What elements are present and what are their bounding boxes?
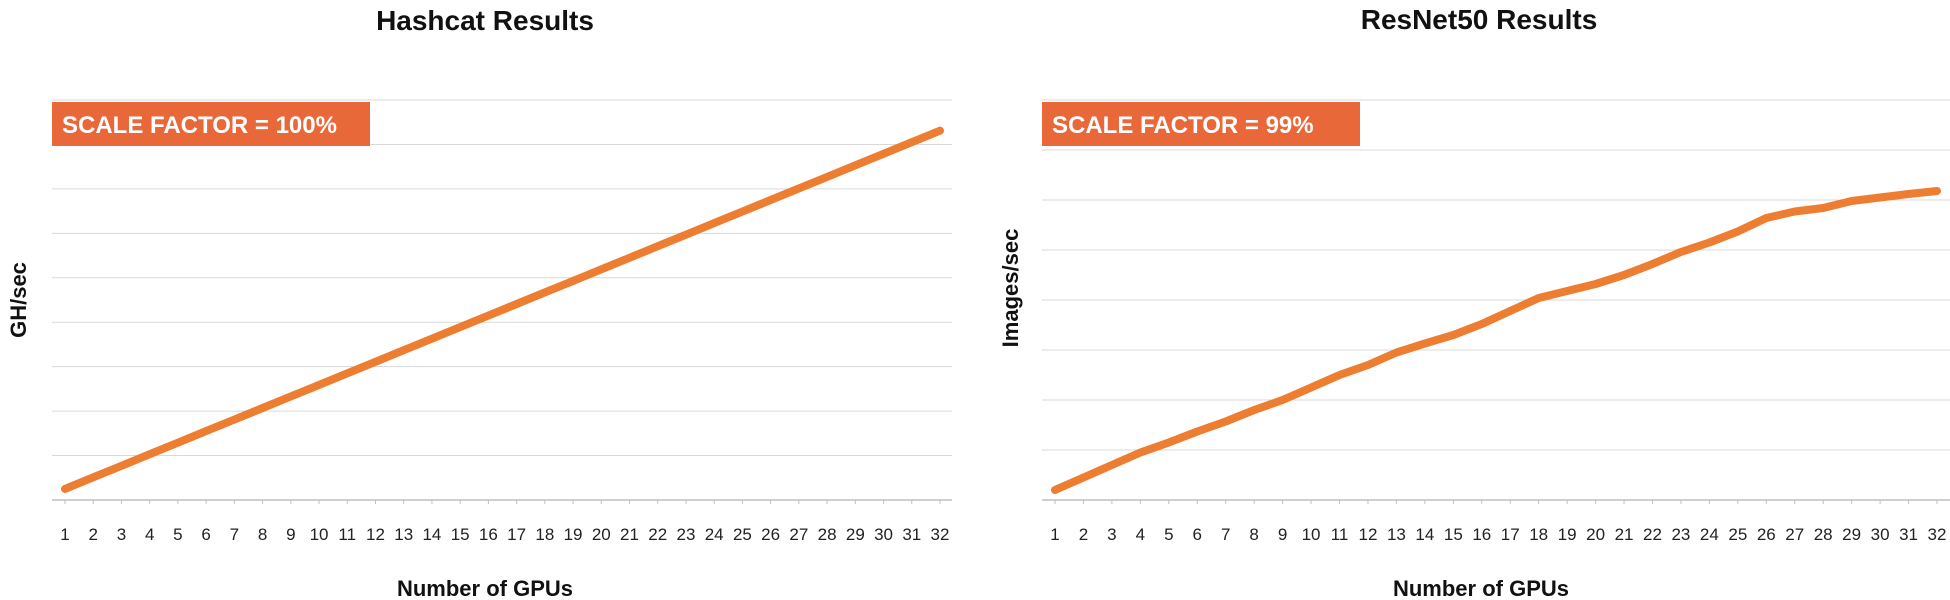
x-tick-label: 29 (846, 525, 865, 544)
x-tick-label: 9 (286, 525, 295, 544)
scale-factor-annotation: SCALE FACTOR = 99% (1052, 112, 1314, 139)
x-tick-label: 11 (1331, 525, 1349, 544)
x-tick-label: 26 (1757, 525, 1776, 544)
x-tick-label: 14 (422, 525, 441, 544)
scale-factor-annotation: SCALE FACTOR = 100% (62, 112, 337, 139)
x-tick-label: 16 (479, 525, 498, 544)
x-tick-label: 12 (366, 525, 385, 544)
x-tick-label: 25 (1728, 525, 1747, 544)
x-tick-labels: 1 2 3 4 5 6 7 8 9 10 11 12 13 14 15 16 17 18 19 20 21 22 23 24 2… (60, 500, 949, 544)
x-tick-label: 9 (1278, 525, 1287, 544)
x-tick-label: 26 (761, 525, 780, 544)
x-tick-label: 22 (1643, 525, 1662, 544)
gridlines (1042, 99, 1950, 501)
scale-factor-badge-background (1042, 102, 1360, 146)
x-tick-label: 1 (1050, 525, 1059, 544)
series (61, 126, 944, 493)
chart-title: ResNet50 Results (1361, 4, 1598, 35)
x-tick-label: 6 (1193, 525, 1202, 544)
x-tick-label: 13 (394, 525, 413, 544)
x-tick-label: 10 (1302, 525, 1321, 544)
x-tick-label: 30 (874, 525, 893, 544)
x-tick-label: 12 (1359, 525, 1378, 544)
x-tick-label: 7 (1221, 525, 1230, 544)
x-tick-label: 23 (677, 525, 696, 544)
scale-factor-badge: SCALE FACTOR = 99% (1042, 102, 1360, 146)
x-tick-label: 17 (1501, 525, 1520, 544)
x-tick-label: 6 (201, 525, 210, 544)
series-line (1051, 187, 1941, 494)
x-tick-label: 4 (1136, 525, 1145, 544)
x-tick-label: 10 (310, 525, 329, 544)
series (1051, 187, 1941, 494)
x-tick-label: 8 (258, 525, 267, 544)
x-tick-label: 2 (1079, 525, 1088, 544)
x-tick-label: 27 (789, 525, 808, 544)
x-tick-label: 31 (1899, 525, 1918, 544)
x-tick-label: 13 (1387, 525, 1406, 544)
x-tick-labels: 1 2 3 4 5 6 7 8 9 10 11 12 13 14 15 16 17 18 19 20 21 22 23 24 2… (1050, 500, 1946, 544)
x-tick-label: 15 (451, 525, 470, 544)
x-tick-label: 20 (592, 525, 611, 544)
x-tick-label: 20 (1586, 525, 1605, 544)
x-tick-label: 31 (902, 525, 921, 544)
x-tick-label: 8 (1249, 525, 1258, 544)
x-tick-label: 21 (1615, 525, 1634, 544)
x-axis-label: Number of GPUs (397, 576, 573, 600)
x-tick-label: 5 (173, 525, 182, 544)
gridlines (52, 99, 952, 501)
x-tick-label: 18 (535, 525, 554, 544)
x-tick-label: 17 (507, 525, 526, 544)
x-tick-label: 3 (117, 525, 126, 544)
x-tick-label: 16 (1472, 525, 1491, 544)
x-tick-label: 27 (1785, 525, 1804, 544)
x-tick-label: 25 (733, 525, 752, 544)
x-tick-label: 19 (1558, 525, 1577, 544)
x-tick-label: 28 (1814, 525, 1833, 544)
x-tick-label: 11 (338, 525, 356, 544)
x-tick-label: 32 (931, 525, 950, 544)
chart-title: Hashcat Results (376, 5, 594, 36)
x-tick-label: 1 (60, 525, 69, 544)
x-tick-label: 14 (1415, 525, 1434, 544)
y-axis-label: GH/sec (6, 262, 31, 338)
x-tick-label: 7 (230, 525, 239, 544)
x-tick-label: 24 (1700, 525, 1719, 544)
x-tick-label: 23 (1671, 525, 1690, 544)
y-axis-label: Images/sec (998, 229, 1023, 348)
x-tick-label: 21 (620, 525, 639, 544)
x-tick-label: 22 (648, 525, 667, 544)
x-tick-label: 4 (145, 525, 154, 544)
x-tick-label: 15 (1444, 525, 1463, 544)
x-axis-label: Number of GPUs (1393, 576, 1569, 600)
x-tick-label: 24 (705, 525, 724, 544)
x-tick-label: 32 (1928, 525, 1947, 544)
series-line (61, 126, 944, 493)
x-tick-label: 3 (1107, 525, 1116, 544)
x-tick-label: 19 (564, 525, 583, 544)
x-tick-label: 18 (1529, 525, 1548, 544)
x-tick-label: 2 (88, 525, 97, 544)
x-tick-label: 5 (1164, 525, 1173, 544)
resnet50-chart: ResNet50 Results Number of GPUs Images/s… (998, 4, 1950, 600)
x-tick-label: 29 (1842, 525, 1861, 544)
x-tick-label: 28 (818, 525, 837, 544)
scale-factor-badge-background (52, 102, 370, 146)
scale-factor-badge: SCALE FACTOR = 100% (52, 102, 370, 146)
x-tick-label: 30 (1871, 525, 1890, 544)
